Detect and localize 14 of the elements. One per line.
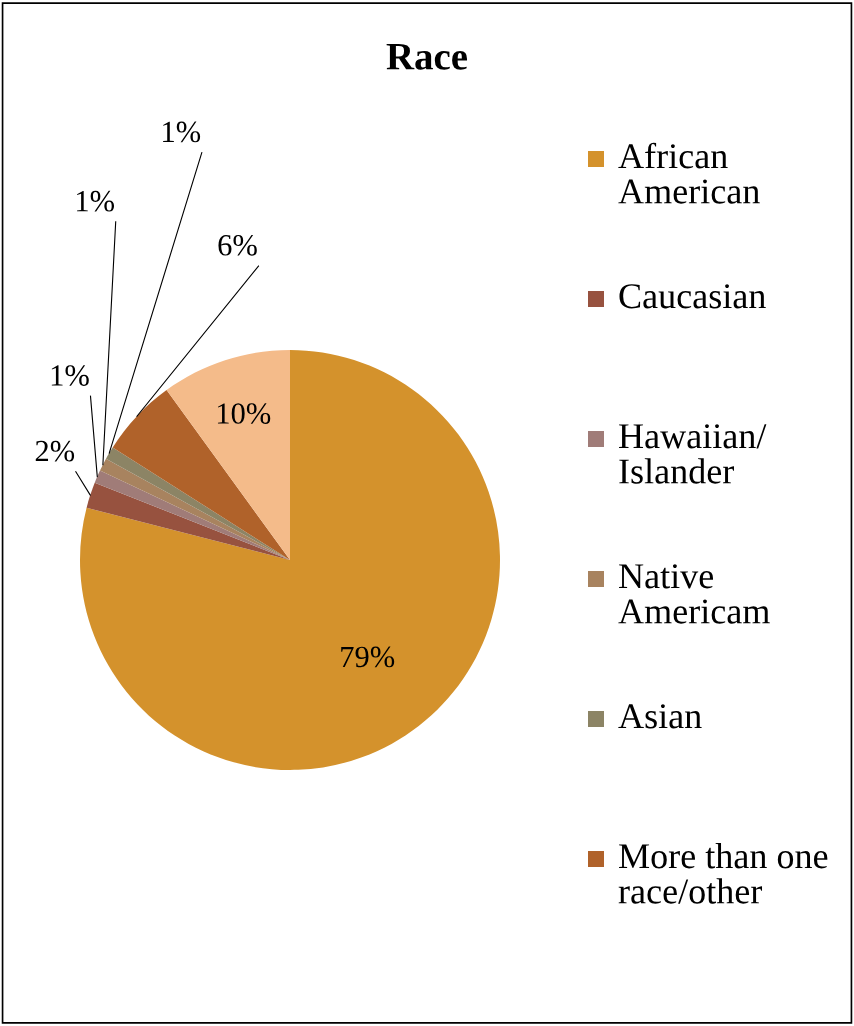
data-label: 6% [218, 234, 257, 256]
legend-label: Hawaiian/ Islander [619, 424, 767, 484]
data-label: 79% [341, 646, 395, 668]
legend-label: Asian [618, 704, 702, 729]
chart-title: Race [386, 43, 468, 70]
legend-label: Native Americam [618, 564, 770, 624]
legend-label: More than one race/other [618, 843, 828, 904]
data-label: 1% [51, 365, 89, 386]
data-label: 1% [163, 121, 201, 143]
data-label: 1% [77, 190, 115, 212]
legend-label: African American [618, 142, 760, 204]
data-label: 10% [217, 403, 271, 424]
legend-label: Caucasian [619, 284, 766, 309]
data-label: 2% [35, 440, 75, 462]
